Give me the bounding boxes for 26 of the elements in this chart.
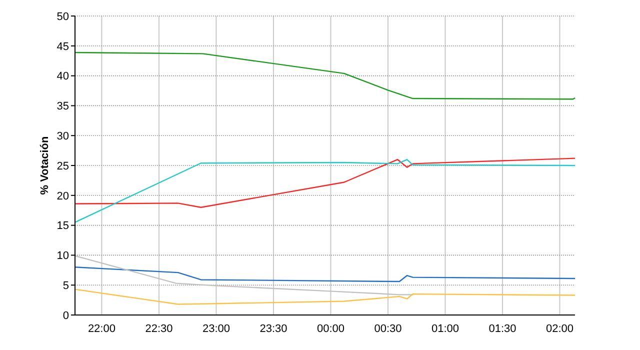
x-tick-label: 02:00	[546, 323, 574, 335]
x-tick-label: 22:00	[88, 323, 116, 335]
x-tick-label: 23:00	[202, 323, 230, 335]
y-tick-label: 50	[56, 10, 69, 23]
y-tick-label: 0	[62, 310, 69, 322]
line-series	[74, 158, 576, 208]
y-tick-label: 40	[56, 70, 69, 83]
y-axis-title: % Votación	[39, 136, 51, 195]
x-tick-label: 23:30	[260, 323, 288, 335]
x-tick-label: 00:30	[374, 323, 402, 335]
line-series	[74, 266, 576, 282]
y-tick-label: 25	[56, 160, 69, 172]
x-tick-label: 01:00	[431, 323, 459, 335]
y-tick-label: 20	[56, 190, 69, 202]
line-series	[74, 288, 576, 305]
y-tick-label: 35	[56, 100, 69, 113]
line-series	[74, 158, 576, 223]
y-tick-label: 15	[56, 220, 69, 232]
x-tick-label: 22:30	[145, 323, 173, 335]
y-tick-label: 10	[56, 250, 69, 262]
y-tick-label: 30	[56, 130, 69, 142]
line-series	[74, 52, 576, 100]
y-tick-label: 5	[62, 280, 69, 292]
y-tick-label: 45	[56, 40, 69, 53]
x-tick-label: 01:30	[488, 323, 516, 335]
x-tick-label: 00:00	[316, 323, 344, 335]
